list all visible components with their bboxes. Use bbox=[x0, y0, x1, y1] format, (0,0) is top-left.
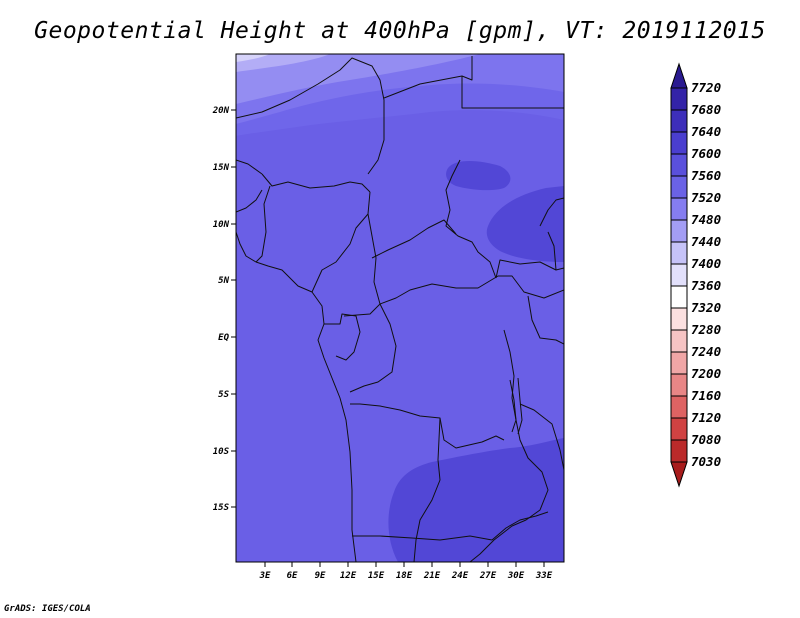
colorbar-swatch bbox=[670, 351, 688, 375]
lat-label-5n: 5N bbox=[218, 276, 229, 286]
colorbar-label: 7400 bbox=[691, 256, 721, 271]
colorbar-label: 7720 bbox=[691, 80, 721, 95]
colorbar-label: 7480 bbox=[691, 212, 721, 227]
border-east-edge bbox=[519, 295, 564, 471]
colorbar-label: 7440 bbox=[691, 234, 721, 249]
lat-label-10n: 10N bbox=[213, 220, 230, 230]
lon-label-3e: 3E bbox=[259, 571, 271, 581]
lat-label-20n: 20N bbox=[212, 106, 230, 116]
lon-label-12e: 12E bbox=[340, 571, 357, 581]
colorbar-label: 7030 bbox=[691, 454, 721, 469]
colorbar-label: 7640 bbox=[691, 124, 721, 139]
border-cameroon-car bbox=[343, 213, 381, 317]
grads-credit: GrADS: IGES/COLA bbox=[4, 604, 91, 614]
colorbar-swatch bbox=[670, 329, 688, 353]
colorbar-label: 7520 bbox=[691, 190, 721, 205]
lat-label-10s: 10S bbox=[213, 447, 230, 457]
lon-label-21e: 21E bbox=[423, 571, 441, 581]
field-high-sudan bbox=[486, 186, 564, 262]
colorbar-label: 7120 bbox=[691, 410, 721, 425]
field-7480-band bbox=[236, 54, 480, 104]
lon-label-9e: 9E bbox=[315, 571, 326, 581]
colorbar-swatch bbox=[670, 285, 688, 309]
colorbar-swatch bbox=[670, 109, 688, 133]
field-7440-band bbox=[236, 54, 330, 72]
colorbar-bottom-arrow bbox=[670, 461, 688, 488]
field-high-southeast bbox=[388, 438, 564, 562]
colorbar-swatch bbox=[670, 373, 688, 397]
border-sudan-ss bbox=[495, 259, 564, 279]
border-sahara-west bbox=[236, 159, 263, 213]
lat-label-5s: 5S bbox=[218, 390, 229, 400]
colorbar-swatch bbox=[670, 395, 688, 419]
colorbar-swatch bbox=[670, 87, 688, 111]
colorbar-swatch bbox=[670, 219, 688, 243]
colorbar-swatch bbox=[670, 175, 688, 199]
chart-title: Geopotential Height at 400hPa [gpm], VT:… bbox=[34, 18, 766, 44]
border-car-south bbox=[379, 275, 564, 305]
border-egypt-sudan bbox=[461, 76, 564, 109]
border-lake-tanganyika bbox=[509, 377, 523, 435]
colorbar-swatch bbox=[670, 307, 688, 331]
border-ethiopia bbox=[539, 197, 564, 271]
lon-label-24e: 24E bbox=[451, 571, 469, 581]
lon-label-33e: 33E bbox=[535, 571, 553, 581]
lon-axis: 3E 6E 9E 12E 15E 18E 21E 24E 27E 30E 33E bbox=[259, 562, 553, 581]
border-chad-car bbox=[371, 219, 457, 259]
colorbar: 7720 7680 7640 7600 7560 7520 7480 7440 7400 7360… bbox=[670, 62, 721, 488]
country-borders bbox=[236, 56, 564, 562]
colorbar-label: 7200 bbox=[691, 366, 721, 381]
colorbar-swatch bbox=[670, 153, 688, 177]
lon-label-30e: 30E bbox=[507, 571, 525, 581]
lat-label-eq: EQ bbox=[218, 333, 229, 343]
border-mali-niger bbox=[236, 57, 385, 175]
lat-label-15n: 15N bbox=[213, 163, 230, 173]
map-frame bbox=[235, 53, 565, 563]
colorbar-label: 7320 bbox=[691, 300, 721, 315]
colorbar-label: 7560 bbox=[691, 168, 721, 183]
lon-label-18e: 18E bbox=[396, 571, 413, 581]
lon-label-15e: 15E bbox=[368, 571, 385, 581]
height-field bbox=[236, 54, 564, 562]
border-east-rift bbox=[469, 329, 549, 562]
lon-label-6e: 6E bbox=[287, 571, 298, 581]
border-zambia-zimbabwe bbox=[491, 511, 549, 541]
colorbar-label: 7680 bbox=[691, 102, 721, 117]
border-angola-namibia bbox=[352, 535, 493, 541]
lon-label-27e: 27E bbox=[479, 571, 497, 581]
border-niger-nigeria bbox=[261, 173, 371, 193]
field-high-chad bbox=[446, 161, 511, 191]
colorbar-label: 7240 bbox=[691, 344, 721, 359]
colorbar-swatch bbox=[670, 439, 688, 463]
colorbar-label: 7280 bbox=[691, 322, 721, 337]
colorbar-swatch bbox=[670, 131, 688, 155]
lat-axis: 20N 15N 10N 5N EQ 5S 10S 15S bbox=[212, 106, 236, 513]
colorbar-swatch bbox=[670, 241, 688, 265]
field-7400-band bbox=[236, 54, 270, 62]
border-drc-congo bbox=[349, 303, 397, 393]
colorbar-swatch bbox=[670, 417, 688, 441]
colorbar-label: 7600 bbox=[691, 146, 721, 161]
colorbar-label: 7160 bbox=[691, 388, 721, 403]
colorbar-swatch bbox=[670, 197, 688, 221]
border-chad-sudan bbox=[445, 159, 497, 279]
colorbar-label: 7080 bbox=[691, 432, 721, 447]
border-gabon bbox=[324, 313, 361, 361]
colorbar-swatch bbox=[670, 263, 688, 287]
colorbar-label: 7360 bbox=[691, 278, 721, 293]
border-angola-zambia bbox=[413, 417, 441, 562]
colorbar-top-arrow bbox=[670, 62, 688, 89]
lat-label-15s: 15S bbox=[213, 503, 230, 513]
